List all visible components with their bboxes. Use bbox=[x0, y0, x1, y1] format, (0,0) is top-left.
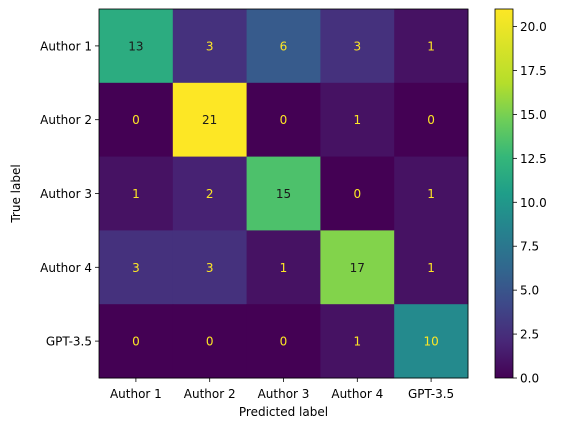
y-tick-label: Author 2 bbox=[40, 113, 92, 127]
heatmap-cell bbox=[172, 9, 248, 84]
colorbar-tick-label: 10.0 bbox=[520, 196, 547, 210]
heatmap-cell bbox=[394, 230, 469, 305]
cell-value-label: 10 bbox=[423, 335, 438, 349]
heatmap-cell bbox=[99, 230, 174, 305]
colorbar-tick-label: 7.5 bbox=[520, 240, 539, 254]
colorbar-tick-label: 5.0 bbox=[520, 284, 539, 298]
heatmap-cell bbox=[394, 9, 469, 84]
heatmap-cell bbox=[246, 156, 321, 231]
heatmap-cell bbox=[99, 304, 174, 379]
colorbar-tick-label: 20.0 bbox=[520, 20, 547, 34]
heatmap-cell bbox=[99, 156, 174, 231]
colorbar-tick-label: 15.0 bbox=[520, 108, 547, 122]
heatmap-cell bbox=[246, 9, 321, 84]
cell-value-label: 15 bbox=[276, 187, 291, 201]
colorbar-ticks: 0.0 2.5 5.0 7.5 10.0 12.5 15.0 17.5 20.0 bbox=[513, 20, 547, 386]
heatmap-cell bbox=[320, 9, 395, 84]
heatmap-cells bbox=[99, 9, 469, 379]
colorbar-tick-label: 17.5 bbox=[520, 64, 547, 78]
heatmap-cell bbox=[246, 304, 321, 379]
x-tick-label: GPT-3.5 bbox=[408, 387, 454, 401]
y-tick-label: Author 1 bbox=[40, 39, 92, 53]
x-tick-label: Author 4 bbox=[331, 387, 383, 401]
x-tick-label: Author 1 bbox=[110, 387, 162, 401]
cell-value-label: 6 bbox=[280, 39, 288, 53]
heatmap-cell bbox=[99, 9, 174, 84]
cell-value-label: 2 bbox=[206, 187, 214, 201]
cell-value-label: 0 bbox=[132, 335, 140, 349]
cell-value-label: 1 bbox=[427, 261, 435, 275]
heatmap-cell bbox=[320, 304, 395, 379]
cell-value-label: 1 bbox=[427, 39, 435, 53]
cell-value-label: 0 bbox=[353, 187, 361, 201]
colorbar bbox=[494, 8, 514, 379]
x-axis-label: Predicted label bbox=[239, 405, 328, 419]
colorbar-tick-label: 0.0 bbox=[520, 372, 539, 386]
y-tick-label: GPT-3.5 bbox=[46, 335, 92, 349]
heatmap-cell bbox=[320, 230, 395, 305]
heatmap-cell bbox=[320, 156, 395, 231]
y-axis-label: True label bbox=[9, 164, 23, 223]
heatmap-cell bbox=[99, 82, 174, 158]
cell-value-label: 21 bbox=[202, 113, 217, 127]
cell-value-labels: 13 3 6 3 10 21 0 1 01 2 15 0 13 3 1 17 10 0 0 1 10 bbox=[128, 39, 438, 348]
heatmap-cell bbox=[320, 82, 395, 158]
cell-value-label: 3 bbox=[353, 39, 361, 53]
cell-value-label: 13 bbox=[128, 39, 143, 53]
cell-value-label: 17 bbox=[350, 261, 365, 275]
cell-value-label: 0 bbox=[427, 113, 435, 127]
heatmap-cell bbox=[172, 82, 248, 158]
heatmap-cell bbox=[172, 304, 248, 379]
cell-value-label: 1 bbox=[280, 261, 288, 275]
cell-value-label: 1 bbox=[132, 187, 140, 201]
x-tick-label: Author 3 bbox=[258, 387, 310, 401]
cell-value-label: 1 bbox=[353, 113, 361, 127]
x-axis: Author 1 Author 2 Author 3 Author 4 GPT-3.5 bbox=[110, 378, 454, 401]
cell-value-label: 3 bbox=[206, 39, 214, 53]
cell-value-label: 3 bbox=[206, 261, 214, 275]
cell-value-label: 0 bbox=[280, 113, 288, 127]
heatmap-cell bbox=[172, 230, 248, 305]
cell-value-label: 0 bbox=[132, 113, 140, 127]
y-axis: Author 1 Author 2 Author 3 Author 4 GPT-3.5 bbox=[40, 39, 99, 349]
cell-value-label: 1 bbox=[353, 335, 361, 349]
colorbar-tick-label: 12.5 bbox=[520, 152, 547, 166]
y-tick-label: Author 3 bbox=[40, 187, 92, 201]
cell-value-label: 1 bbox=[427, 187, 435, 201]
x-tick-label: Author 2 bbox=[184, 387, 236, 401]
cell-value-label: 3 bbox=[132, 261, 140, 275]
colorbar-tick-label: 2.5 bbox=[520, 328, 539, 342]
heatmap-cell bbox=[394, 304, 469, 379]
y-tick-label: Author 4 bbox=[40, 261, 92, 275]
heatmap-cell bbox=[394, 82, 469, 158]
heatmap-cell bbox=[246, 230, 321, 305]
cell-value-label: 0 bbox=[280, 335, 288, 349]
heatmap-cell bbox=[172, 156, 248, 231]
cell-value-label: 0 bbox=[206, 335, 214, 349]
heatmap-cell bbox=[246, 82, 321, 158]
heatmap-cell bbox=[394, 156, 469, 231]
